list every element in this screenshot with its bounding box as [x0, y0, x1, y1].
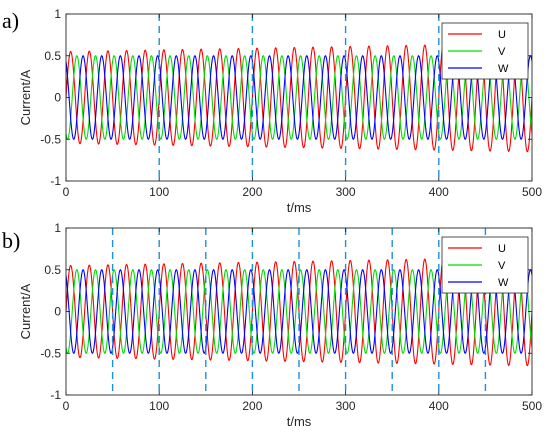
legend-label-w: W — [498, 277, 509, 289]
x-tick-label: 100 — [149, 399, 169, 413]
y-tick-label: 0 — [54, 305, 61, 319]
series-line-u — [66, 256, 532, 367]
legend-label-u: U — [498, 29, 506, 41]
y-axis-label: Current/A — [18, 69, 33, 125]
panel-label: a) — [2, 8, 19, 33]
x-tick-label: 500 — [522, 185, 542, 199]
y-tick-label: -1 — [50, 174, 61, 188]
x-tick-label: 400 — [429, 185, 449, 199]
x-tick-label: 200 — [242, 185, 262, 199]
y-axis-label: Current/A — [18, 283, 33, 339]
y-tick-label: 0.5 — [44, 49, 61, 63]
x-tick-label: 0 — [63, 185, 70, 199]
chart-panel-a: 0 100 200 300 400 500 -1 -0.5 0 0.5 1 t/ms Current/A… — [2, 7, 542, 215]
x-axis-label: t/ms — [287, 200, 312, 215]
x-tick-label: 300 — [336, 399, 356, 413]
y-tick-label: 0.5 — [44, 263, 61, 277]
series-line-u — [66, 42, 532, 153]
x-tick-label: 500 — [522, 399, 542, 413]
legend-label-v: V — [498, 260, 506, 272]
y-tick-label: -0.5 — [40, 132, 61, 146]
y-tick-label: 1 — [54, 7, 61, 21]
legend-label-u: U — [498, 243, 506, 255]
y-tick-label: -0.5 — [40, 346, 61, 360]
panel-label: b) — [2, 228, 20, 253]
legend-label-w: W — [498, 63, 509, 75]
y-tick-label: -1 — [50, 388, 61, 402]
series-line-v — [66, 269, 532, 354]
x-tick-label: 300 — [336, 185, 356, 199]
legend: UVW — [441, 22, 529, 80]
y-tick-label: 1 — [54, 221, 61, 235]
chart-panel-b: 0 100 200 300 400 500 -1 -0.5 0 0.5 1 t/ms Current/A… — [2, 221, 542, 429]
x-axis-label: t/ms — [287, 414, 312, 429]
legend-label-v: V — [498, 46, 506, 58]
x-tick-label: 400 — [429, 399, 449, 413]
legend: UVW — [441, 236, 529, 294]
x-tick-label: 100 — [149, 185, 169, 199]
series-line-v — [66, 55, 532, 140]
x-tick-label: 0 — [63, 399, 70, 413]
x-tick-label: 200 — [242, 399, 262, 413]
y-tick-label: 0 — [54, 91, 61, 105]
